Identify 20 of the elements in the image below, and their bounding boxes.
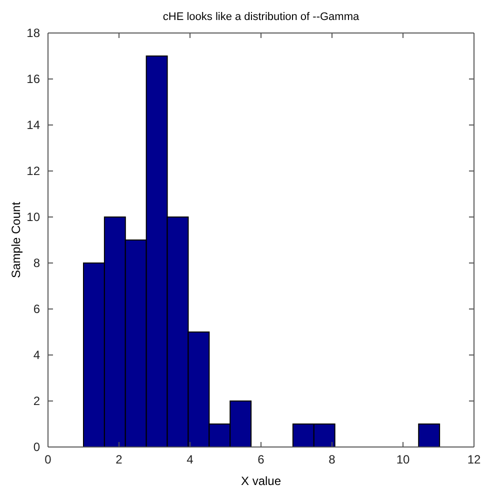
y-tick-label: 0 xyxy=(33,440,40,454)
y-tick-label: 14 xyxy=(26,118,40,132)
y-axis-title: Sample Count xyxy=(9,201,23,278)
x-tick-label: 2 xyxy=(116,452,123,467)
x-axis-title: X value xyxy=(240,474,282,488)
x-tick-label: 10 xyxy=(396,452,410,467)
y-tick-label: 4 xyxy=(33,348,40,362)
y-tick-label: 8 xyxy=(33,256,40,270)
y-tick-label: 12 xyxy=(26,164,40,178)
y-tick-label: 6 xyxy=(33,302,40,316)
x-tick-label: 6 xyxy=(258,452,265,467)
y-tick-label: 2 xyxy=(33,394,40,408)
y-tick-label: 16 xyxy=(26,72,40,86)
x-tick-label: 4 xyxy=(186,452,194,467)
x-tick-label: 12 xyxy=(467,452,481,467)
y-tick-label: 10 xyxy=(26,210,40,224)
y-tick-label: 18 xyxy=(26,26,40,40)
x-tick-label: 8 xyxy=(328,452,336,467)
chart-title: cHE looks like a distribution of --Gamma xyxy=(162,11,360,23)
x-tick-label: 0 xyxy=(44,452,52,467)
